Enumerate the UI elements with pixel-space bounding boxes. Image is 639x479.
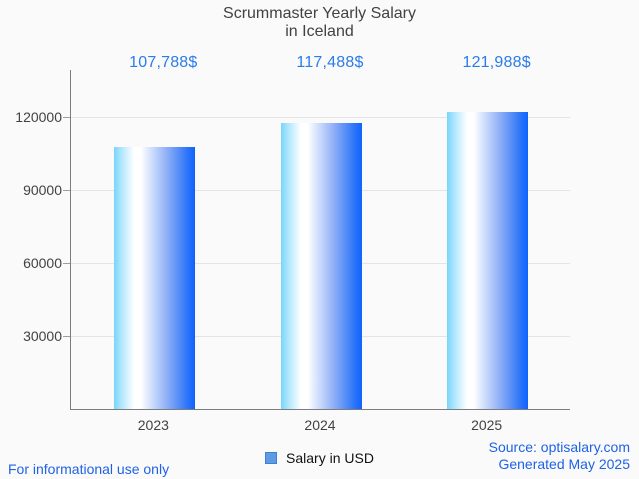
y-tick-mark-120000 — [63, 117, 70, 118]
bar-2023 — [113, 147, 195, 409]
value-labels-row: 107,788$ 117,488$ 121,988$ — [70, 54, 570, 74]
y-tick-mark-60000 — [63, 263, 70, 264]
bar-2025 — [447, 112, 529, 409]
chart-title: Scrummaster Yearly Salary in Iceland — [0, 5, 639, 41]
gridline-120000 — [71, 117, 570, 118]
y-tick-label-60000: 60000 — [23, 255, 62, 271]
legend-swatch-icon — [265, 452, 278, 464]
y-tick-label-30000: 30000 — [23, 328, 62, 344]
x-axis-labels: 2023 2024 2025 — [70, 417, 570, 435]
disclaimer-text: For informational use only — [8, 461, 170, 477]
bar-2024 — [280, 123, 362, 409]
x-tick-label-2025: 2025 — [471, 417, 503, 433]
value-label-2023: 107,788$ — [129, 54, 198, 71]
legend: Salary in USD — [0, 450, 639, 466]
value-label-2024: 117,488$ — [296, 54, 364, 71]
x-tick-label-2023: 2023 — [137, 417, 169, 433]
y-tick-mark-30000 — [63, 336, 70, 337]
source-block: Source: optisalary.com Generated May 202… — [489, 439, 630, 473]
x-tick-label-2024: 2024 — [304, 417, 336, 433]
y-tick-label-90000: 90000 — [23, 182, 62, 198]
y-tick-mark-90000 — [63, 190, 70, 191]
legend-label: Salary in USD — [286, 450, 374, 466]
y-tick-label-120000: 120000 — [15, 109, 62, 125]
value-label-2025: 121,988$ — [462, 54, 531, 71]
plot-area — [70, 70, 570, 410]
generated-text: Generated May 2025 — [498, 456, 630, 472]
chart-title-line2: in Iceland — [285, 23, 354, 40]
chart-title-line1: Scrummaster Yearly Salary — [223, 5, 416, 22]
source-text: Source: optisalary.com — [488, 439, 630, 455]
